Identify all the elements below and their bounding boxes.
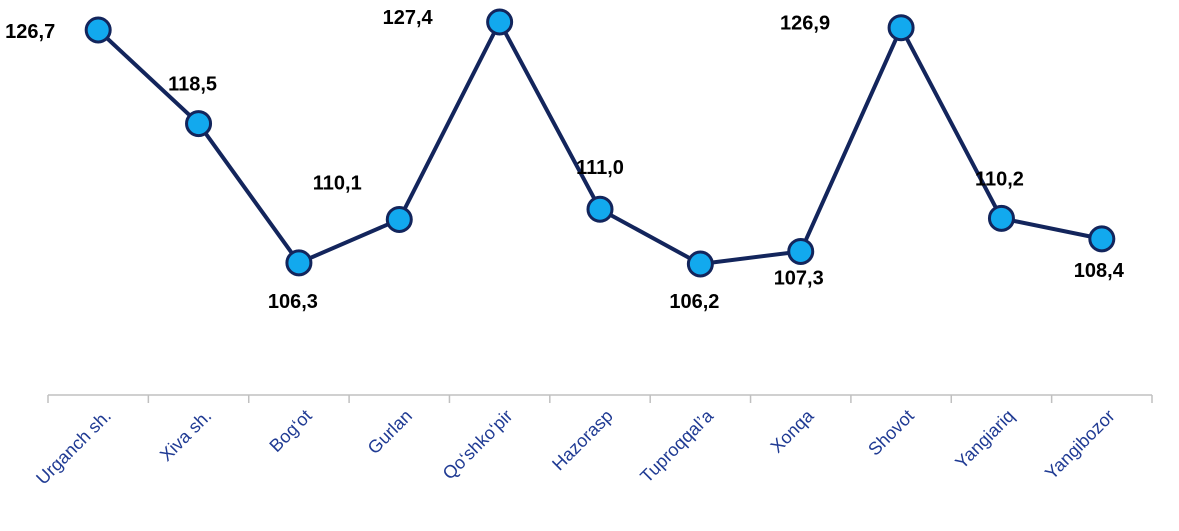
data-label: 110,2 [975,168,1024,190]
data-label: 107,3 [774,267,824,289]
data-point [285,249,313,277]
data-label: 110,1 [313,172,362,194]
data-point [987,204,1015,232]
data-label: 126,7 [5,21,55,43]
data-point [84,16,112,44]
data-point [486,8,514,36]
category-label: Urganch sh. [32,406,115,489]
category-label: Tuproqqal’a [636,405,718,487]
data-point [185,110,213,138]
data-point [1088,225,1116,253]
category-label: Qo‘shko‘pir [439,406,517,484]
data-label: 126,9 [780,13,830,35]
category-label: Hazorasp [548,406,617,475]
data-label: 108,4 [1074,260,1125,282]
category-label: Gurlan [364,406,416,458]
data-label: 111,0 [576,157,624,179]
data-point [586,195,614,223]
data-point [686,250,714,278]
category-label: Shovot [864,406,918,460]
data-label: 127,4 [383,7,434,29]
data-labels: 126,7 118,5 106,3 110,1 127,4 111,0 106,2 107,3… [5,7,1125,313]
category-label: Xiva sh. [156,406,215,465]
data-points [84,8,1116,278]
data-point [887,14,915,42]
data-point [385,205,413,233]
data-point [787,237,815,265]
series-line [96,20,1103,266]
category-label: Bog‘ot [265,406,315,456]
category-label: Yangibozor [1041,406,1119,484]
data-label: 106,2 [669,291,719,313]
data-label: 118,5 [168,74,217,96]
category-label: Xonqa [767,405,819,457]
category-label: Yangiariq [951,406,1018,473]
x-axis-ticks [47,395,1153,403]
category-labels: Urganch sh. Xiva sh. Bog‘ot Gurlan Qo‘shko‘p… [32,405,1118,488]
data-label: 106,3 [268,291,318,313]
